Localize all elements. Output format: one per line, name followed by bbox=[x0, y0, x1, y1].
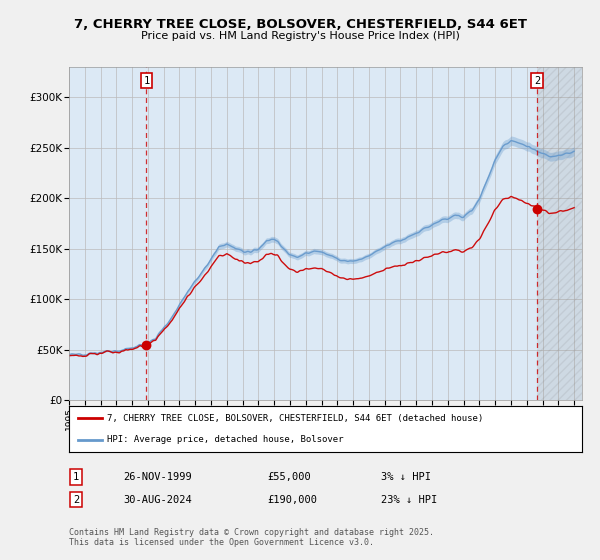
Point bbox=[142, 340, 151, 349]
Text: 1: 1 bbox=[73, 472, 79, 482]
Text: 2: 2 bbox=[534, 76, 540, 86]
Text: 30-AUG-2024: 30-AUG-2024 bbox=[123, 494, 192, 505]
Text: 23% ↓ HPI: 23% ↓ HPI bbox=[381, 494, 437, 505]
Text: 7, CHERRY TREE CLOSE, BOLSOVER, CHESTERFIELD, S44 6ET: 7, CHERRY TREE CLOSE, BOLSOVER, CHESTERF… bbox=[74, 18, 527, 31]
Text: 1: 1 bbox=[143, 76, 149, 86]
Text: Price paid vs. HM Land Registry's House Price Index (HPI): Price paid vs. HM Land Registry's House … bbox=[140, 31, 460, 41]
Text: £190,000: £190,000 bbox=[267, 494, 317, 505]
Text: 26-NOV-1999: 26-NOV-1999 bbox=[123, 472, 192, 482]
Text: 3% ↓ HPI: 3% ↓ HPI bbox=[381, 472, 431, 482]
Bar bbox=[537, 67, 582, 400]
Text: 2: 2 bbox=[73, 494, 79, 505]
Text: HPI: Average price, detached house, Bolsover: HPI: Average price, detached house, Bols… bbox=[107, 435, 344, 444]
Text: 7, CHERRY TREE CLOSE, BOLSOVER, CHESTERFIELD, S44 6ET (detached house): 7, CHERRY TREE CLOSE, BOLSOVER, CHESTERF… bbox=[107, 414, 484, 423]
Point bbox=[532, 204, 542, 213]
Text: £55,000: £55,000 bbox=[267, 472, 311, 482]
Text: Contains HM Land Registry data © Crown copyright and database right 2025.
This d: Contains HM Land Registry data © Crown c… bbox=[69, 528, 434, 547]
